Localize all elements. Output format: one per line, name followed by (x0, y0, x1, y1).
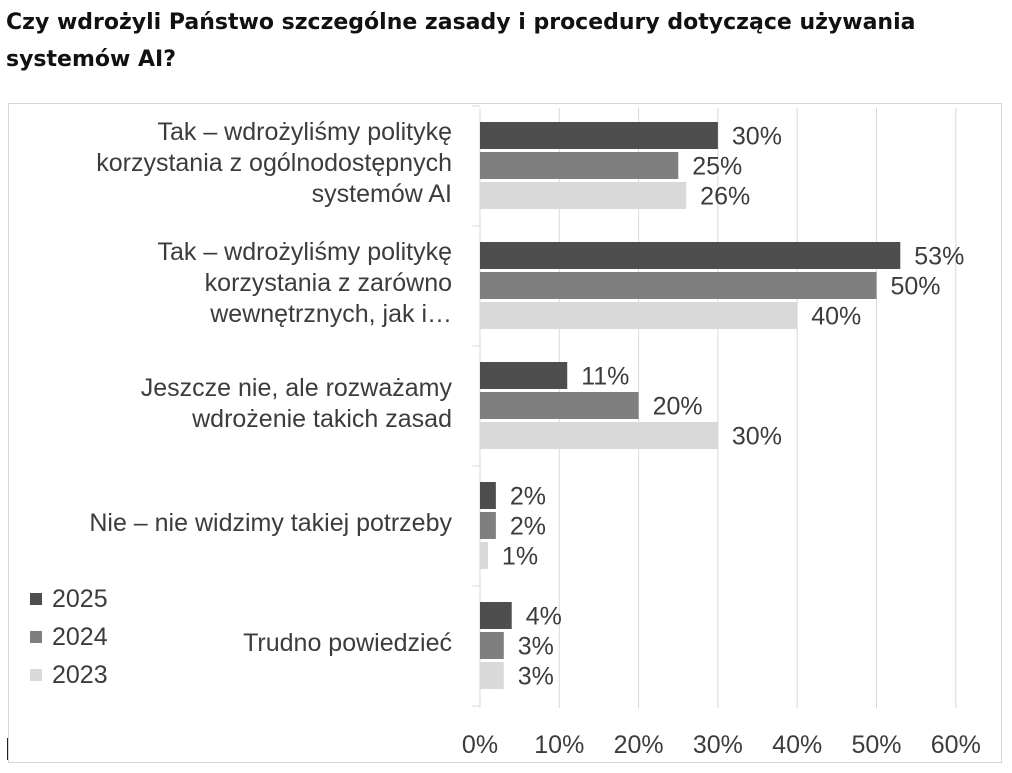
data-label-2024: 2% (510, 513, 546, 541)
bar-2024 (480, 392, 639, 419)
plot-area-frame (8, 103, 1002, 763)
bar-2023 (480, 182, 687, 209)
bar-2023 (480, 302, 798, 329)
bar-2024 (480, 152, 679, 179)
x-tick-label: 60% (931, 731, 981, 759)
bar-2023 (480, 542, 488, 569)
category-label-line: korzystania z ogólnodostępnych (96, 149, 452, 177)
category-label: Tak – wdrożyliśmy politykę korzystania z … (157, 237, 452, 330)
bar-2025 (480, 242, 901, 269)
category-label-line: Trudno powiedzieć (243, 629, 452, 657)
legend: 2025 2024 2023 (30, 580, 108, 694)
legend-label: 2025 (52, 584, 108, 613)
data-label-2025: 2% (510, 483, 546, 511)
text-cursor (7, 738, 8, 760)
x-tick-label: 40% (772, 731, 822, 759)
category-label: Tak – wdrożyliśmy politykę korzystania z … (96, 117, 452, 210)
data-label-2025: 4% (526, 603, 562, 631)
x-tick-label: 20% (614, 731, 664, 759)
category-label-line: wewnętrznych, jak i… (210, 300, 452, 328)
legend-swatch (30, 631, 42, 643)
x-tick-label: 0% (462, 731, 498, 759)
legend-item-2024: 2024 (30, 618, 108, 656)
data-label-2024: 25% (692, 153, 742, 181)
legend-item-2023: 2023 (30, 656, 108, 694)
bar-2025 (480, 482, 496, 509)
data-label-2023: 30% (732, 423, 782, 451)
category-label-line: systemów AI (311, 180, 452, 208)
data-label-2025: 30% (732, 123, 782, 151)
category-label: Trudno powiedzieć (243, 628, 452, 659)
data-label-2023: 3% (518, 663, 554, 691)
category-label-line: Nie – nie widzimy takiej potrzeby (89, 509, 452, 537)
data-label-2023: 40% (811, 303, 861, 331)
category-label-line: Jeszcze nie, ale rozważamy (140, 373, 452, 402)
data-label-2025: 53% (914, 243, 964, 271)
category-label-line: korzystania z zarówno (204, 269, 452, 297)
bar-2025 (480, 362, 568, 389)
bar-2025 (480, 602, 512, 629)
data-label-2024: 3% (518, 633, 554, 661)
x-tick-label: 50% (851, 731, 901, 759)
x-tick-label: 30% (693, 731, 743, 759)
category-label-line: Tak – wdrożyliśmy politykę (157, 238, 452, 266)
category-label-line: Tak – wdrożyliśmy politykę (157, 118, 452, 146)
category-label-line: wdrożenie takich zasad (192, 404, 452, 433)
bar-2024 (480, 512, 496, 539)
data-label-2024: 20% (653, 393, 703, 421)
bar-2024 (480, 632, 504, 659)
category-label: Jeszcze nie, ale rozważamy wdrożenie taki… (141, 373, 452, 435)
legend-label: 2024 (52, 622, 108, 651)
legend-swatch (30, 669, 42, 681)
legend-swatch (30, 593, 42, 605)
data-label-2025: 11% (581, 363, 629, 391)
legend-label: 2023 (52, 660, 108, 689)
bar-2023 (480, 662, 504, 689)
category-label: Nie – nie widzimy takiej potrzeby (89, 508, 452, 539)
bar-2024 (480, 272, 877, 299)
x-tick-label: 10% (534, 731, 584, 759)
data-label-2023: 26% (700, 183, 750, 211)
bar-2023 (480, 422, 718, 449)
bar-2025 (480, 122, 718, 149)
data-label-2024: 50% (891, 273, 941, 301)
chart-title: Czy wdrożyli Państwo szczególne zasady i… (6, 10, 916, 72)
data-label-2023: 1% (502, 543, 538, 571)
legend-item-2025: 2025 (30, 580, 108, 618)
